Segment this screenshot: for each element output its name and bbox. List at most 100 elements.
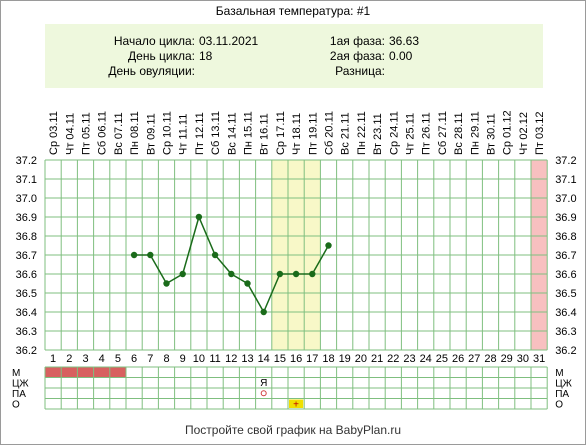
cycle-day-label: 3 bbox=[82, 353, 88, 365]
date-label: Ср 17.11 bbox=[275, 111, 287, 155]
temperature-point bbox=[211, 251, 219, 259]
date-label: Чт 11.11 bbox=[178, 114, 190, 155]
temperature-point bbox=[228, 270, 235, 278]
date-label: Пн 29.11 bbox=[469, 111, 481, 155]
cycle-day-label: 25 bbox=[436, 353, 448, 365]
phase1-value: 36.63 bbox=[389, 34, 420, 48]
date-label: Вт 16.11 bbox=[259, 113, 271, 155]
temperature-point bbox=[276, 270, 284, 278]
row-label: ЦЖ bbox=[555, 379, 572, 390]
cycle-day-label: 22 bbox=[387, 353, 399, 365]
cycle-day-label: 10 bbox=[193, 353, 205, 365]
temperature-point bbox=[179, 270, 186, 278]
y-tick-label: 37.0 bbox=[16, 193, 37, 205]
cycle-day-label: 27 bbox=[468, 353, 480, 365]
cycle-day-label: 18 bbox=[322, 353, 334, 365]
y-tick-label: 36.9 bbox=[16, 212, 37, 224]
date-label: Вт 09.11 bbox=[145, 113, 157, 155]
date-label: Пт 26.11 bbox=[421, 112, 433, 155]
y-tick-label: 36.6 bbox=[555, 269, 576, 281]
cycle-day-label: 20 bbox=[355, 353, 367, 365]
date-label: Пн 15.11 bbox=[243, 111, 255, 155]
date-label: Чт 02.12 bbox=[518, 112, 530, 155]
cycle-day-label: 30 bbox=[517, 353, 529, 365]
row-label: ПА bbox=[555, 389, 569, 400]
cycle-day-label: 23 bbox=[403, 353, 415, 365]
cycle-day-label: 17 bbox=[306, 353, 318, 365]
cycle-day-label: 1 bbox=[50, 353, 56, 365]
y-tick-label: 36.5 bbox=[16, 288, 37, 300]
cycle-day-label: 5 bbox=[115, 353, 121, 365]
cycle-day-label: 14 bbox=[258, 353, 270, 365]
temperature-point bbox=[147, 251, 154, 259]
ovulation-day-label: День овуляции: bbox=[108, 64, 195, 78]
date-label: Вт 30.11 bbox=[486, 113, 498, 155]
cycle-day-label: 28 bbox=[484, 353, 496, 365]
cycle-day-label: 4 bbox=[99, 353, 105, 365]
y-tick-label: 36.6 bbox=[16, 269, 37, 281]
sex-mark bbox=[260, 390, 267, 397]
temperature-point bbox=[260, 308, 267, 316]
date-label: Чт 25.11 bbox=[405, 113, 417, 155]
menses-cell bbox=[61, 367, 78, 378]
date-label: Пт 05.11 bbox=[81, 112, 93, 155]
cycle-day-label: 24 bbox=[420, 353, 432, 365]
cycle-day-label: 6 bbox=[131, 353, 137, 365]
info-panel: Начало цикла: 03.11.2021 День цикла: 18 … bbox=[45, 24, 543, 88]
y-tick-label: 36.7 bbox=[16, 250, 37, 262]
temperature-point bbox=[195, 213, 203, 221]
cycle-day-label: 16 bbox=[290, 353, 302, 365]
cycle-day-label: 31 bbox=[533, 353, 545, 365]
row-label: М bbox=[555, 368, 563, 379]
y-tick-label: 36.8 bbox=[16, 231, 37, 243]
date-label: Ср 24.11 bbox=[388, 111, 400, 155]
y-tick-label: 36.2 bbox=[16, 345, 37, 357]
date-label: Сб 27.11 bbox=[437, 111, 449, 155]
phase1-label: 1ая фаза: bbox=[329, 34, 385, 48]
date-label: Пн 22.11 bbox=[356, 111, 368, 155]
y-tick-label: 36.3 bbox=[555, 326, 576, 338]
y-tick-label: 36.4 bbox=[555, 307, 576, 319]
cycle-start-label: Начало цикла: bbox=[113, 34, 195, 48]
temperature-point bbox=[325, 242, 332, 249]
y-tick-label: 36.3 bbox=[16, 326, 37, 338]
ovulation-test-mark: + bbox=[293, 400, 299, 411]
row-label: О bbox=[555, 400, 563, 411]
date-label: Ср 10.11 bbox=[162, 111, 174, 155]
footer-link[interactable]: Постройте свой график на BabyPlan.ru bbox=[184, 423, 402, 437]
date-label: Ср 03.11 bbox=[48, 111, 60, 155]
date-label: Чт 18.11 bbox=[291, 113, 303, 155]
cycle-day-label: 2 bbox=[66, 353, 72, 365]
date-label: Сб 20.11 bbox=[324, 111, 336, 155]
row-label: М bbox=[12, 368, 20, 379]
cycle-day-label: 9 bbox=[180, 353, 186, 365]
date-label: Вс 21.11 bbox=[340, 112, 352, 155]
date-label: Пн 08.11 bbox=[129, 111, 141, 155]
menses-cell bbox=[93, 367, 110, 378]
date-label: Ср 01.12 bbox=[502, 110, 514, 155]
temperature-point bbox=[130, 251, 138, 259]
phase2-value: 0.00 bbox=[389, 49, 413, 63]
cycle-day-label: День цикла: bbox=[128, 49, 195, 63]
temperature-point bbox=[309, 270, 316, 278]
temperature-point bbox=[292, 270, 300, 278]
y-tick-label: 36.4 bbox=[16, 307, 37, 319]
date-label: Вт 23.11 bbox=[372, 113, 384, 155]
cycle-day-label: 19 bbox=[339, 353, 351, 365]
date-label: Вс 14.11 bbox=[226, 112, 238, 155]
y-tick-label: 37.2 bbox=[555, 155, 576, 167]
row-label: ПА bbox=[12, 389, 26, 400]
y-tick-label: 36.7 bbox=[555, 250, 576, 262]
y-tick-label: 37.1 bbox=[555, 174, 576, 186]
y-tick-label: 36.5 bbox=[555, 288, 576, 300]
menses-cell bbox=[45, 367, 62, 378]
temperature-point bbox=[163, 280, 170, 287]
cycle-day-label: 15 bbox=[274, 353, 286, 365]
row-label: О bbox=[12, 400, 20, 411]
y-tick-label: 36.2 bbox=[555, 345, 576, 357]
date-label: Чт 04.11 bbox=[64, 113, 76, 155]
cycle-day-value: 18 bbox=[199, 49, 213, 63]
cycle-day-label: 26 bbox=[452, 353, 464, 365]
cycle-start-value: 03.11.2021 bbox=[199, 34, 259, 48]
row-label: ЦЖ bbox=[12, 379, 29, 390]
